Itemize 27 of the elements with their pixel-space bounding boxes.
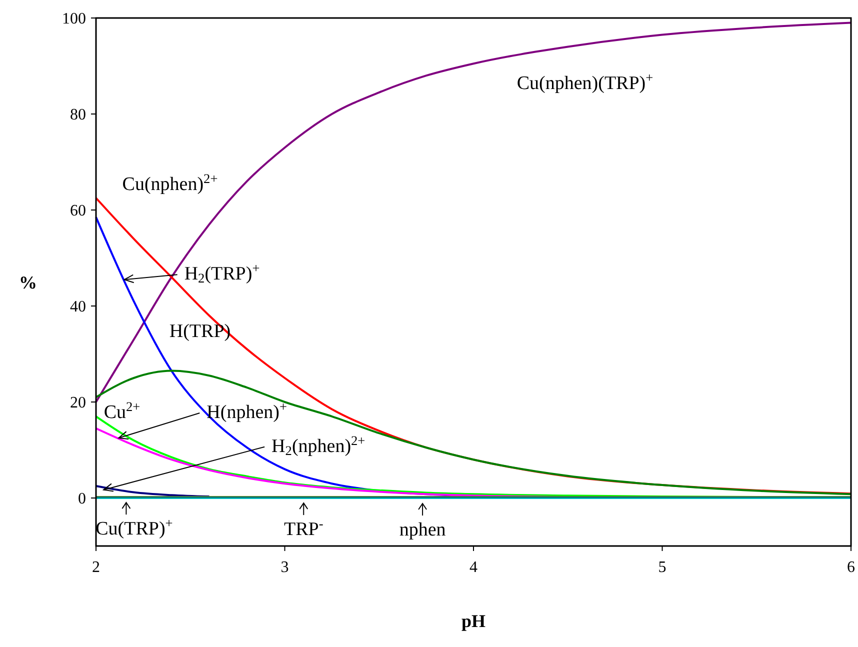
- x-tick-label: 3: [280, 559, 289, 576]
- annotation: Cu$^{2+}$: [104, 398, 140, 423]
- annotation: Cu(nphen)(TRP)$^{+}$: [516, 70, 654, 94]
- annotation: H$_{2}$(nphen)$^{2+}$: [272, 432, 366, 458]
- x-tick-label: 6: [847, 559, 855, 576]
- x-tick-label: 4: [470, 559, 478, 576]
- y-tick-label: 0: [78, 490, 86, 508]
- line-series: [95, 370, 852, 496]
- line-series: [95, 197, 852, 495]
- y-tick-label: 80: [70, 106, 86, 124]
- y-tick-label: 60: [70, 202, 86, 220]
- annotation: Cu(TRP)$^{+}$: [96, 515, 173, 540]
- x-axis-title: pH: [461, 611, 486, 631]
- line-series: [95, 485, 210, 498]
- x-tick-label: 5: [658, 559, 666, 576]
- y-tick-label: 100: [62, 10, 86, 28]
- y-tick-label: 20: [70, 394, 86, 412]
- annotation: H(nphen)$^{+}$: [206, 398, 287, 423]
- annotation: Cu(nphen)$^{2+}$: [122, 170, 218, 195]
- line-series: [95, 22, 852, 403]
- annotation: nphen: [399, 520, 446, 541]
- annotation: H(TRP): [169, 321, 231, 342]
- y-axis-title: %: [19, 272, 37, 292]
- x-tick-label: 2: [92, 559, 100, 576]
- y-tick-label: 40: [70, 298, 86, 316]
- annotation: TRP$^{-}$: [284, 516, 324, 540]
- annotation: H$_{2}$(TRP)$^{+}$: [184, 260, 260, 286]
